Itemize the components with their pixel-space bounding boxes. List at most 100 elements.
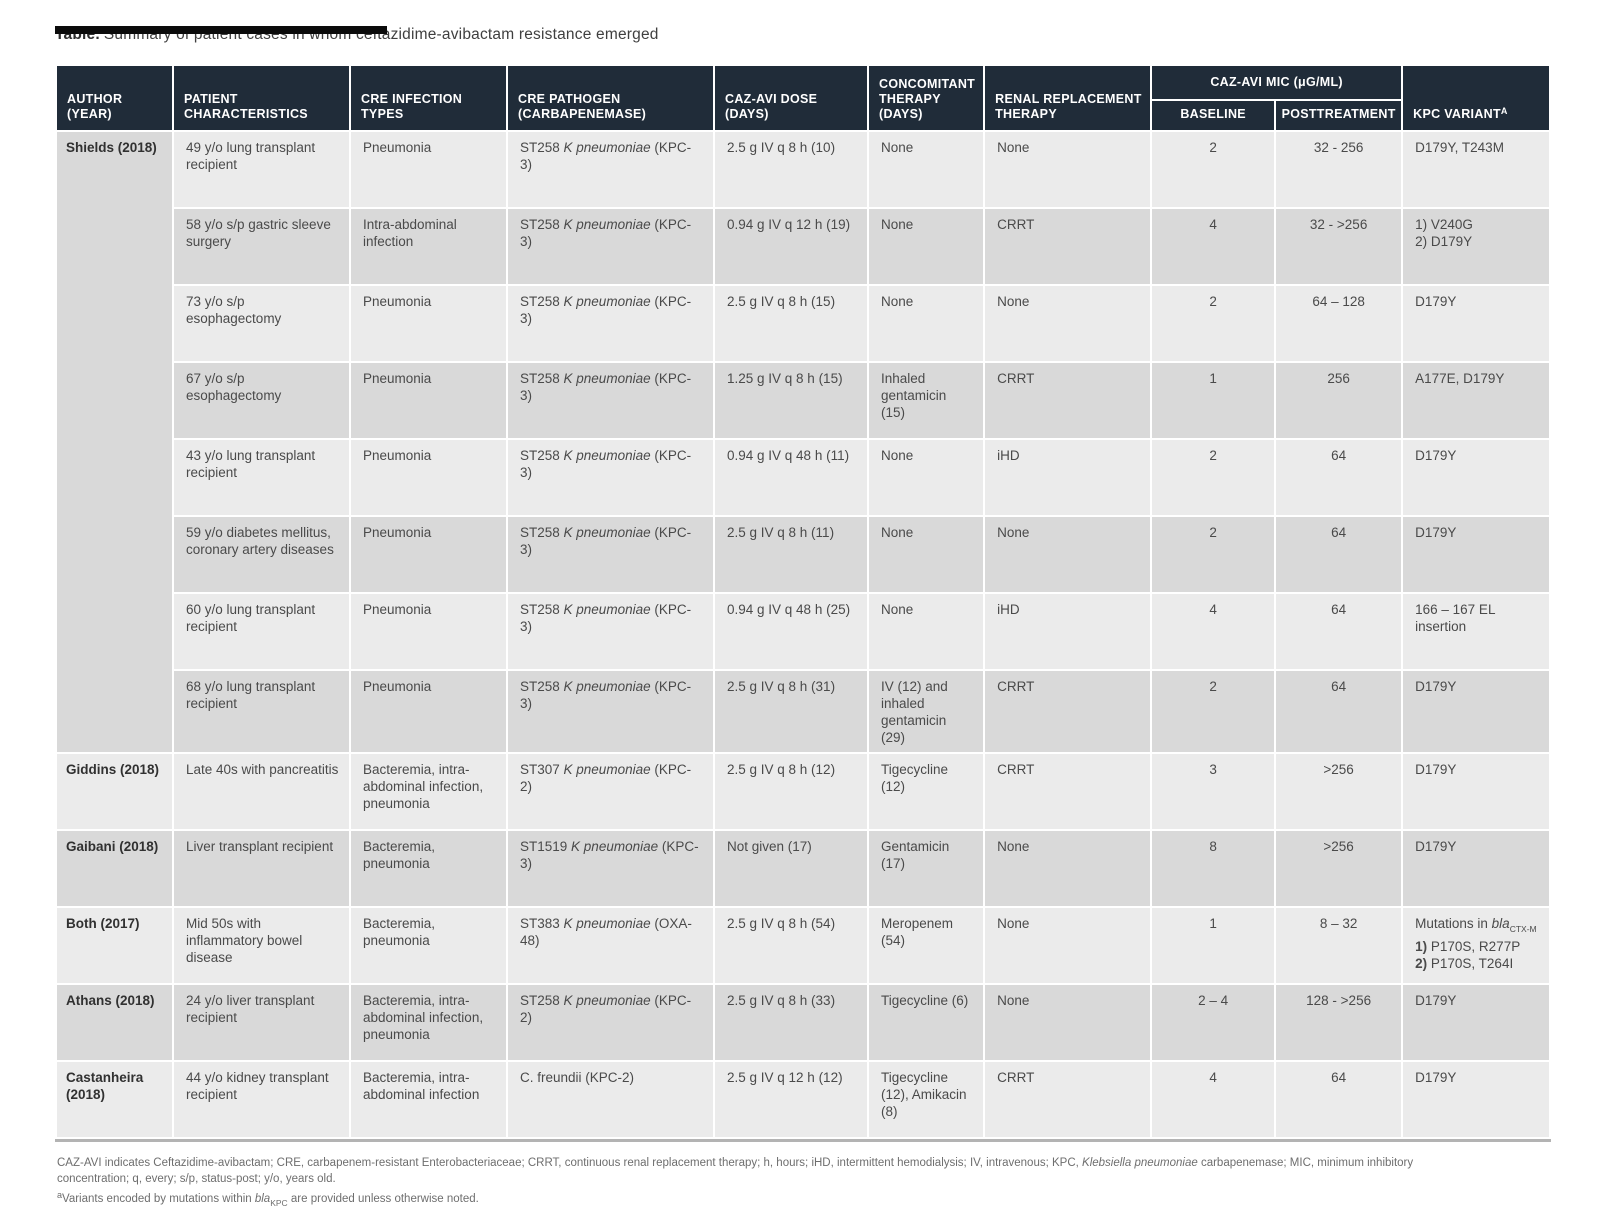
cell-infection-types: Bacteremia, intra-abdominal infection, p… bbox=[351, 985, 506, 1060]
cell-pathogen: ST258 K pneumoniae (KPC-3) bbox=[508, 286, 713, 361]
cell-concomitant-therapy: None bbox=[869, 517, 984, 592]
cell-mic-posttreatment: 64 bbox=[1276, 440, 1402, 515]
cell-kpc-variant: D179Y bbox=[1403, 517, 1550, 592]
cell-author: Castanheira (2018) bbox=[57, 1062, 172, 1137]
cell-concomitant-therapy: Gentamicin (17) bbox=[869, 831, 984, 906]
cell-mic-posttreatment: 32 - 256 bbox=[1276, 132, 1402, 207]
cell-dose: 2.5 g IV q 8 h (15) bbox=[715, 286, 867, 361]
cell-patient-characteristics: 60 y/o lung transplant recipient bbox=[174, 594, 349, 669]
cell-kpc-variant: D179Y bbox=[1403, 440, 1550, 515]
header-patient-characteristics: PATIENT CHARACTERISTICS bbox=[174, 66, 349, 130]
header-cazavi-mic-group: CAZ-AVI MIC (μG/ML) bbox=[1152, 66, 1402, 99]
cell-infection-types: Pneumonia bbox=[351, 517, 506, 592]
table-row: 60 y/o lung transplant recipient Pneumoni… bbox=[57, 594, 1550, 669]
cell-patient-characteristics: 68 y/o lung transplant recipient bbox=[174, 671, 349, 752]
cell-dose: 2.5 g IV q 8 h (10) bbox=[715, 132, 867, 207]
table-row: Athans (2018) 24 y/o liver transplant rec… bbox=[57, 985, 1550, 1060]
cell-infection-types: Pneumonia bbox=[351, 594, 506, 669]
cell-kpc-variant: Mutations in blaCTX-M 1) P170S, R277P 2) P… bbox=[1403, 908, 1550, 983]
header-cre-pathogen: CRE PATHOGEN (CARBAPENEMASE) bbox=[508, 66, 713, 130]
cell-concomitant-therapy: None bbox=[869, 440, 984, 515]
cell-kpc-variant: D179Y bbox=[1403, 1062, 1550, 1137]
table-row: 68 y/o lung transplant recipient Pneumoni… bbox=[57, 671, 1550, 752]
cell-infection-types: Pneumonia bbox=[351, 286, 506, 361]
header-cre-infection-types: CRE INFECTION TYPES bbox=[351, 66, 506, 130]
cell-kpc-variant: D179Y bbox=[1403, 754, 1550, 829]
cell-dose: 2.5 g IV q 8 h (54) bbox=[715, 908, 867, 983]
cell-concomitant-therapy: Tigecycline (12), Amikacin (8) bbox=[869, 1062, 984, 1137]
cell-concomitant-therapy: Tigecycline (6) bbox=[869, 985, 984, 1060]
cell-renal-replacement: None bbox=[985, 831, 1151, 906]
header-concomitant-therapy: CONCOMITANT THERAPY (DAYS) bbox=[869, 66, 984, 130]
cell-kpc-variant: A177E, D179Y bbox=[1403, 363, 1550, 438]
cell-renal-replacement: None bbox=[985, 985, 1151, 1060]
cell-pathogen: ST258 K pneumoniae (KPC-3) bbox=[508, 671, 713, 752]
top-crop-bar bbox=[55, 26, 387, 34]
cell-patient-characteristics: Liver transplant recipient bbox=[174, 831, 349, 906]
cell-mic-baseline: 8 bbox=[1152, 831, 1275, 906]
cell-dose: 1.25 g IV q 8 h (15) bbox=[715, 363, 867, 438]
cell-patient-characteristics: 43 y/o lung transplant recipient bbox=[174, 440, 349, 515]
cell-mic-posttreatment: 8 – 32 bbox=[1276, 908, 1402, 983]
cell-pathogen: ST307 K pneumoniae (KPC-2) bbox=[508, 754, 713, 829]
cell-mic-baseline: 1 bbox=[1152, 363, 1275, 438]
header-kpc-variant: KPC VARIANTA bbox=[1403, 66, 1550, 130]
cell-infection-types: Bacteremia, pneumonia bbox=[351, 831, 506, 906]
cell-infection-types: Intra-abdominal infection bbox=[351, 209, 506, 284]
table-row: 73 y/o s/p esophagectomy Pneumonia ST258 K… bbox=[57, 286, 1550, 361]
table-row: 67 y/o s/p esophagectomy Pneumonia ST258 K… bbox=[57, 363, 1550, 438]
cell-concomitant-therapy: Inhaled gentamicin (15) bbox=[869, 363, 984, 438]
cell-renal-replacement: None bbox=[985, 132, 1151, 207]
table-footnotes: CAZ-AVI indicates Ceftazidime-avibactam;… bbox=[57, 1156, 1527, 1212]
cell-concomitant-therapy: None bbox=[869, 209, 984, 284]
cell-mic-posttreatment: 32 - >256 bbox=[1276, 209, 1402, 284]
cell-mic-posttreatment: 64 bbox=[1276, 1062, 1402, 1137]
table-body: Shields (2018) 49 y/o lung transplant rec… bbox=[57, 132, 1550, 1137]
cell-renal-replacement: iHD bbox=[985, 594, 1151, 669]
cell-patient-characteristics: 44 y/o kidney transplant recipient bbox=[174, 1062, 349, 1137]
cell-renal-replacement: CRRT bbox=[985, 209, 1151, 284]
header-cazavi-dose: CAZ-AVI DOSE (DAYS) bbox=[715, 66, 867, 130]
cell-mic-posttreatment: 64 – 128 bbox=[1276, 286, 1402, 361]
cell-mic-baseline: 2 bbox=[1152, 286, 1275, 361]
cell-mic-baseline: 2 bbox=[1152, 132, 1275, 207]
table-row: Giddins (2018) Late 40s with pancreatitis… bbox=[57, 754, 1550, 829]
cell-concomitant-therapy: None bbox=[869, 594, 984, 669]
cell-mic-posttreatment: 64 bbox=[1276, 594, 1402, 669]
cell-mic-baseline: 2 bbox=[1152, 671, 1275, 752]
cell-dose: 0.94 g IV q 48 h (25) bbox=[715, 594, 867, 669]
cell-renal-replacement: None bbox=[985, 517, 1151, 592]
cell-dose: 0.94 g IV q 12 h (19) bbox=[715, 209, 867, 284]
cell-kpc-variant: D179Y bbox=[1403, 831, 1550, 906]
cell-pathogen: ST258 K pneumoniae (KPC-3) bbox=[508, 209, 713, 284]
cell-kpc-variant: D179Y bbox=[1403, 286, 1550, 361]
cell-patient-characteristics: 24 y/o liver transplant recipient bbox=[174, 985, 349, 1060]
cell-renal-replacement: CRRT bbox=[985, 671, 1151, 752]
cell-concomitant-therapy: None bbox=[869, 132, 984, 207]
cell-dose: 2.5 g IV q 8 h (31) bbox=[715, 671, 867, 752]
cell-infection-types: Bacteremia, intra-abdominal infection, p… bbox=[351, 754, 506, 829]
cell-pathogen: ST258 K pneumoniae (KPC-3) bbox=[508, 363, 713, 438]
cell-renal-replacement: CRRT bbox=[985, 1062, 1151, 1137]
cell-mic-baseline: 4 bbox=[1152, 1062, 1275, 1137]
cell-kpc-variant: 166 – 167 EL insertion bbox=[1403, 594, 1550, 669]
cell-pathogen: ST258 K pneumoniae (KPC-3) bbox=[508, 132, 713, 207]
cell-renal-replacement: None bbox=[985, 286, 1151, 361]
table-row: 58 y/o s/p gastric sleeve surgery Intra-a… bbox=[57, 209, 1550, 284]
cell-pathogen: ST1519 K pneumoniae (KPC-3) bbox=[508, 831, 713, 906]
cell-dose: 2.5 g IV q 8 h (12) bbox=[715, 754, 867, 829]
cell-concomitant-therapy: None bbox=[869, 286, 984, 361]
cell-infection-types: Pneumonia bbox=[351, 671, 506, 752]
patient-cases-table: AUTHOR (YEAR) PATIENT CHARACTERISTICS CR… bbox=[55, 64, 1552, 1142]
cell-patient-characteristics: Mid 50s with inflammatory bowel disease bbox=[174, 908, 349, 983]
header-author: AUTHOR (YEAR) bbox=[57, 66, 172, 130]
cell-concomitant-therapy: IV (12) and inhaled gentamicin (29) bbox=[869, 671, 984, 752]
cell-infection-types: Bacteremia, pneumonia bbox=[351, 908, 506, 983]
cell-concomitant-therapy: Meropenem (54) bbox=[869, 908, 984, 983]
cell-renal-replacement: CRRT bbox=[985, 363, 1151, 438]
cell-mic-baseline: 2 bbox=[1152, 517, 1275, 592]
cell-mic-posttreatment: 128 - >256 bbox=[1276, 985, 1402, 1060]
table-row: Shields (2018) 49 y/o lung transplant rec… bbox=[57, 132, 1550, 752]
cell-pathogen: ST258 K pneumoniae (KPC-3) bbox=[508, 440, 713, 515]
cell-patient-characteristics: Late 40s with pancreatitis bbox=[174, 754, 349, 829]
